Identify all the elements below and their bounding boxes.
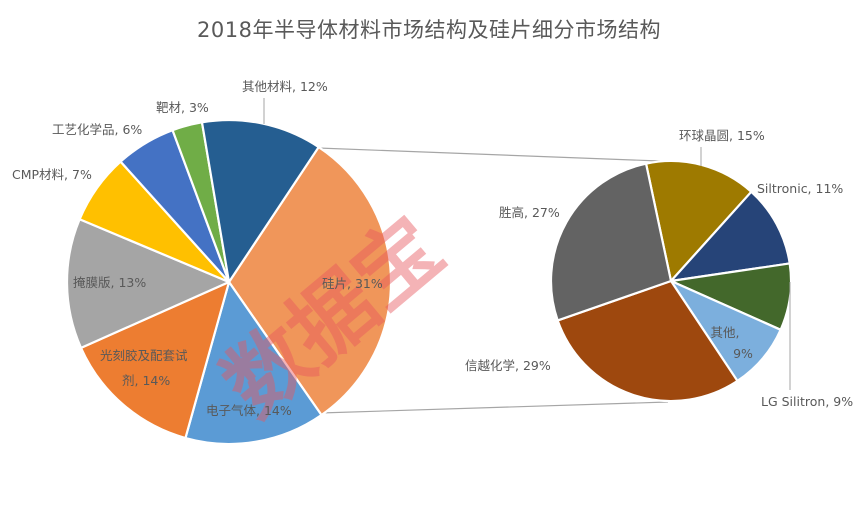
data-label: 环球晶圆, 15% (679, 128, 765, 143)
materials-slice: 硅片, 31% (227, 145, 393, 417)
materials-slice: 电子气体, 14% (184, 280, 323, 446)
data-label: LG Silitron, 9% (761, 394, 853, 409)
data-label: 光刻胶及配套试 (100, 348, 188, 363)
wafer-slice: 环球晶圆, 15% (644, 159, 753, 283)
data-label: 掩膜版, 13% (73, 275, 146, 290)
silicon-wafer-pie-labels: 环球晶圆, 15%Siltronic, 11%LG Silitron, 9%其他… (465, 128, 853, 409)
data-label: CMP材料, 7% (12, 167, 92, 182)
data-label: 胜高, 27% (499, 205, 560, 220)
pie-connector-line (319, 401, 669, 414)
data-label: 靶材, 3% (156, 100, 209, 115)
data-label: 其他材料, 12% (242, 79, 328, 94)
wafer-slice: 胜高, 27% (549, 162, 673, 322)
data-label: 硅片, 31% (322, 276, 383, 291)
pie-connector-line (317, 147, 661, 162)
materials-slice: 其他材料, 12% (200, 118, 320, 284)
silicon-wafer-pie: 环球晶圆, 15%Siltronic, 11%LG Silitron, 9%其他… (549, 159, 793, 403)
pie-connector-lines (317, 147, 669, 414)
data-label: 电子气体, 14% (206, 403, 292, 418)
materials-slice: 掩膜版, 13% (65, 218, 231, 349)
data-label: 9% (733, 346, 753, 361)
wafer-slice: 信越化学, 29% (556, 279, 739, 403)
data-label: 其他, (711, 325, 740, 340)
data-label: 工艺化学品, 6% (52, 122, 142, 137)
chart-title: 2018年半导体材料市场结构及硅片细分市场结构 (197, 18, 661, 42)
data-label: 信越化学, 29% (465, 358, 551, 373)
data-label: Siltronic, 11% (757, 181, 843, 196)
data-label: 剂, 14% (122, 373, 170, 388)
wafer-slice: Siltronic, 11% (669, 190, 791, 283)
